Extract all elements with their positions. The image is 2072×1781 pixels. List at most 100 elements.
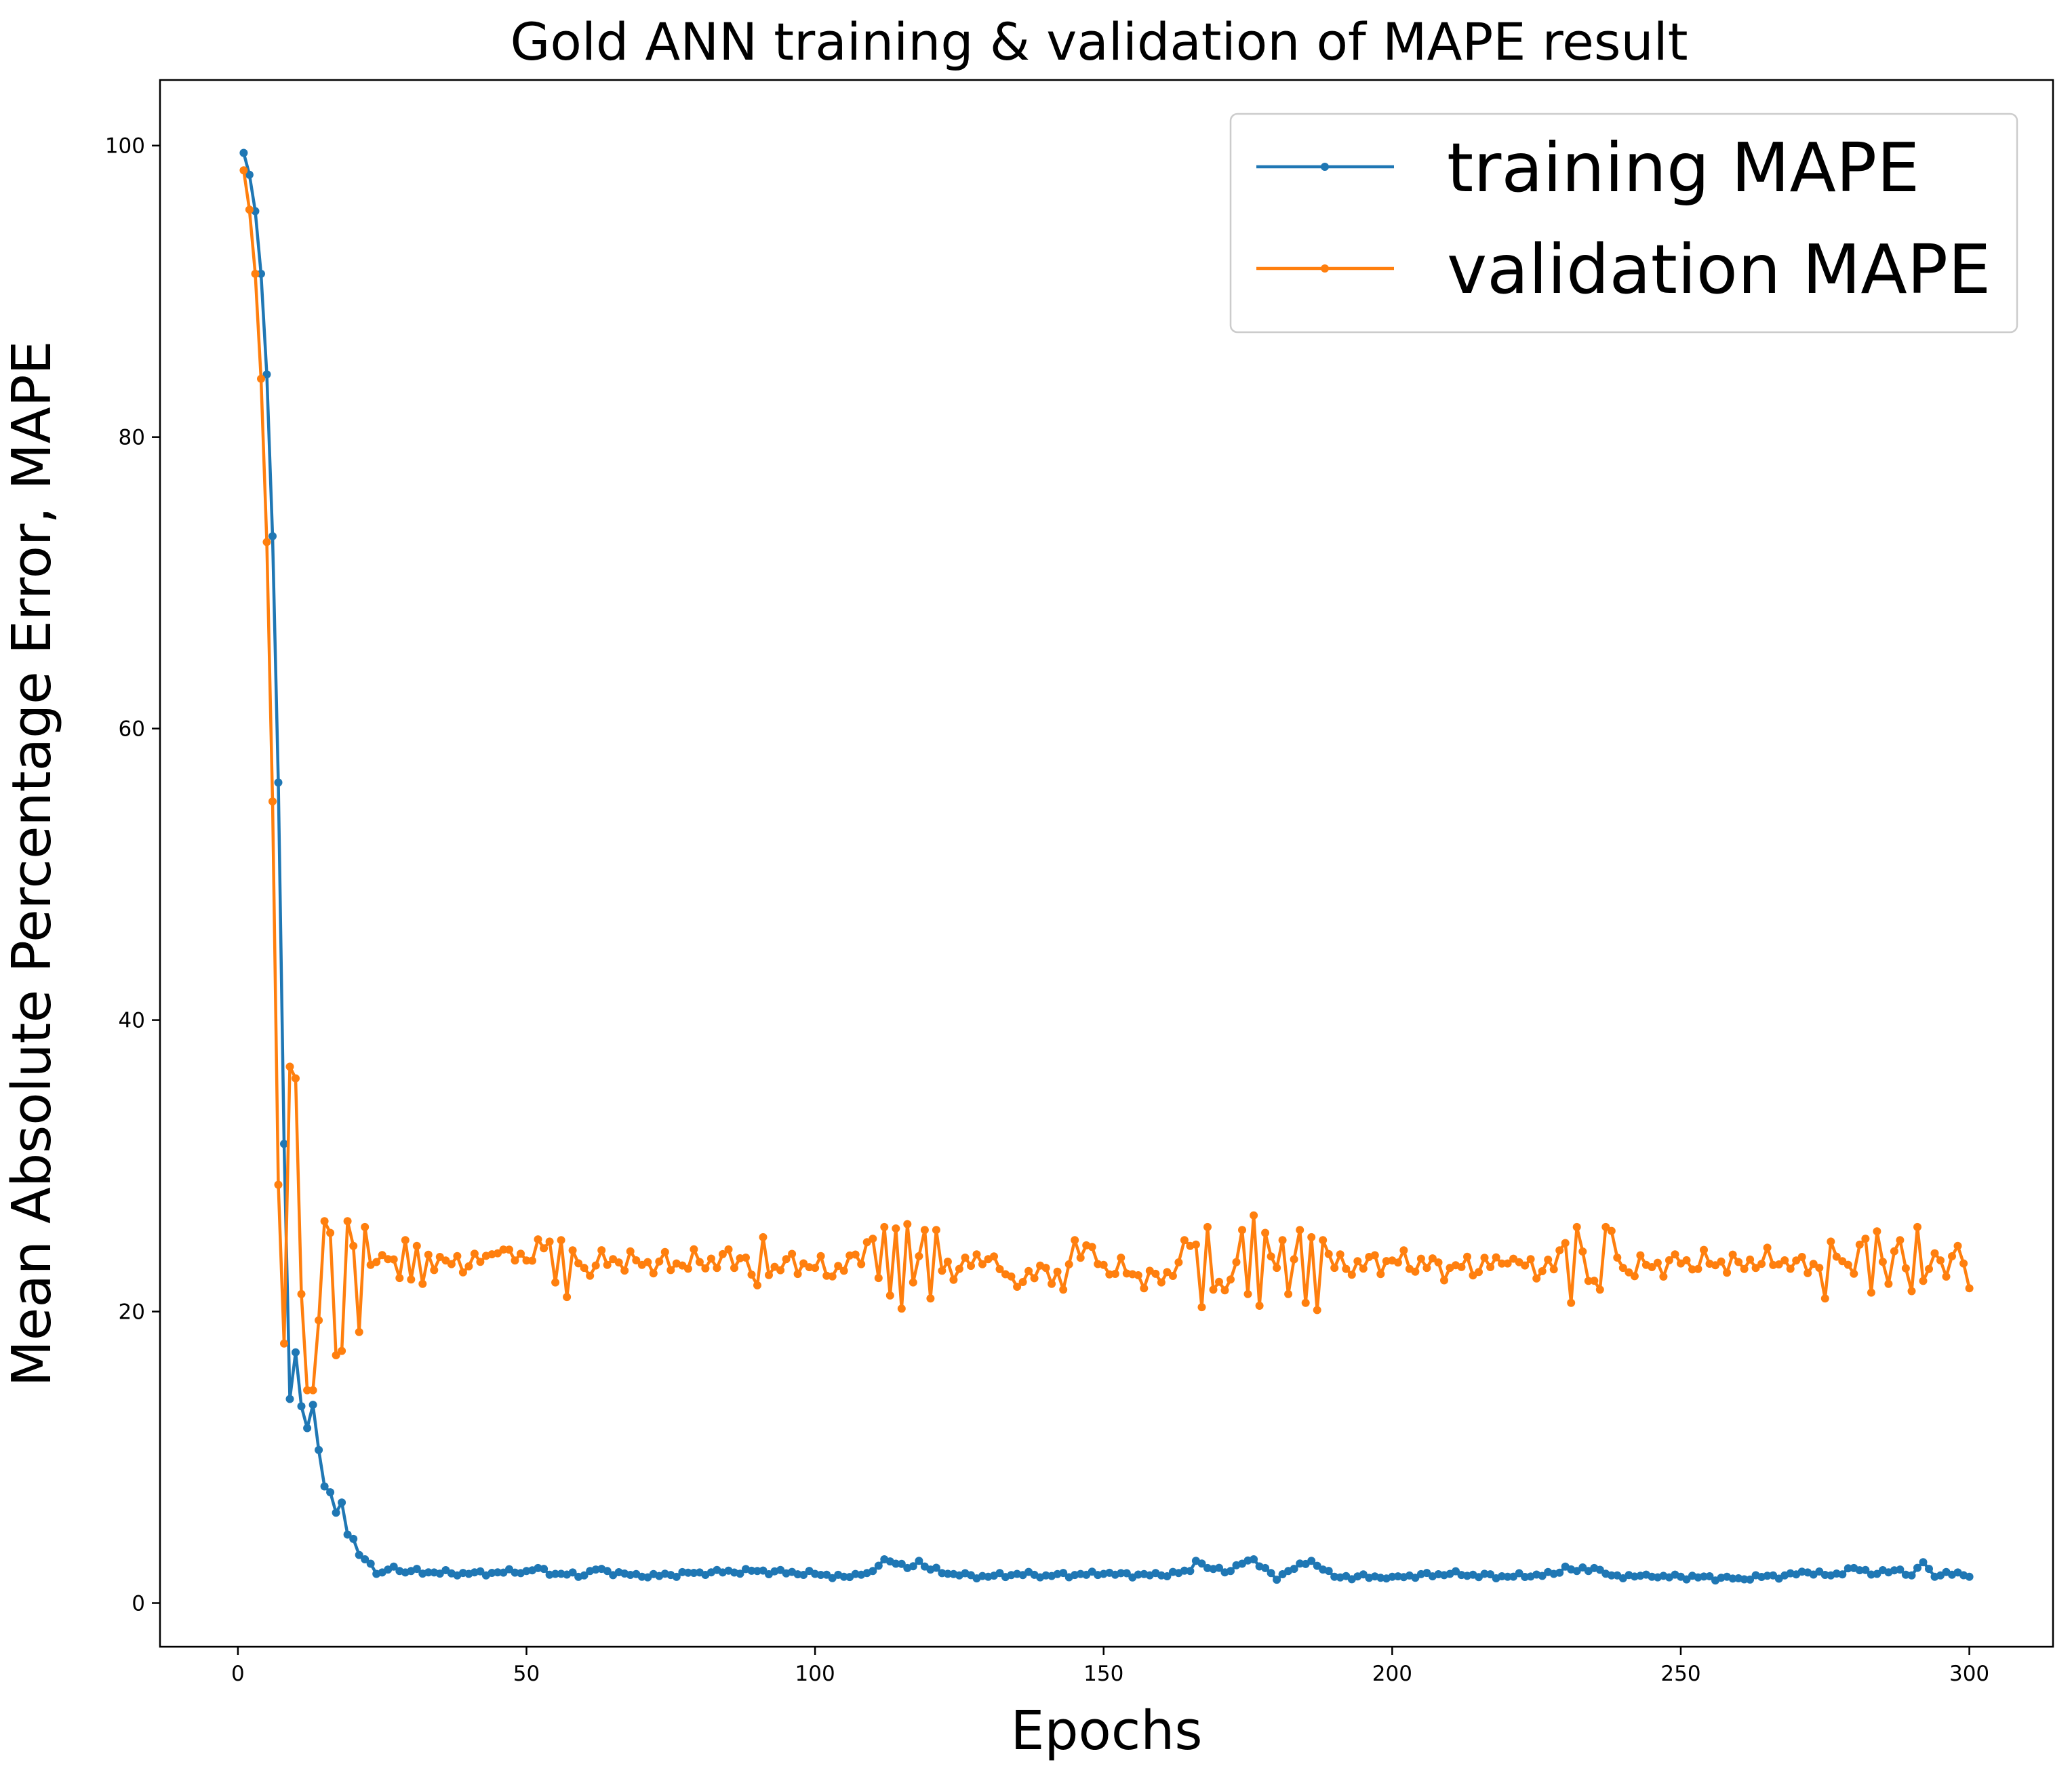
data-point: [245, 170, 254, 179]
data-point: [1913, 1222, 1921, 1231]
y-tick-label: 80: [119, 426, 145, 450]
data-point: [701, 1264, 710, 1273]
data-point: [683, 1264, 692, 1273]
data-point: [695, 1258, 704, 1266]
data-point: [568, 1246, 577, 1255]
data-point: [915, 1252, 923, 1260]
data-point: [909, 1562, 917, 1571]
data-point: [476, 1258, 485, 1266]
data-point: [1227, 1275, 1235, 1284]
data-point: [660, 1247, 669, 1256]
data-point: [1486, 1570, 1495, 1579]
data-point: [1965, 1284, 1974, 1293]
data-point: [1607, 1571, 1616, 1580]
data-point: [1370, 1251, 1379, 1260]
data-point: [614, 1258, 623, 1267]
data-point: [435, 1253, 444, 1261]
data-point: [1053, 1267, 1062, 1276]
data-point: [839, 1266, 848, 1275]
data-point: [972, 1250, 981, 1259]
data-point: [666, 1266, 675, 1275]
data-point: [1694, 1264, 1702, 1273]
data-point: [1319, 1236, 1328, 1245]
data-point: [1307, 1233, 1316, 1241]
data-point: [1163, 1572, 1172, 1580]
data-point: [476, 1567, 485, 1576]
data-point: [494, 1568, 502, 1577]
data-point: [1117, 1254, 1125, 1262]
legend-marker-validation: [1321, 264, 1329, 273]
y-tick-label: 100: [105, 134, 145, 159]
data-point: [1267, 1569, 1275, 1578]
data-point: [1740, 1575, 1749, 1584]
x-tick-label: 0: [231, 1662, 245, 1686]
data-point: [591, 1261, 600, 1270]
data-point: [990, 1252, 998, 1261]
data-point: [1492, 1253, 1500, 1262]
data-point: [1359, 1264, 1368, 1273]
x-tick-label: 50: [513, 1662, 540, 1686]
data-point: [718, 1249, 727, 1258]
data-point: [1180, 1566, 1189, 1575]
data-point: [1191, 1240, 1200, 1249]
data-point: [1584, 1277, 1593, 1285]
data-point: [1913, 1563, 1921, 1572]
data-point: [239, 148, 248, 157]
data-point: [903, 1220, 912, 1228]
data-point: [1273, 1264, 1281, 1273]
data-point: [540, 1565, 549, 1574]
data-point: [1261, 1563, 1270, 1572]
data-point: [343, 1530, 352, 1539]
data-point: [338, 1346, 346, 1355]
x-tick-label: 300: [1949, 1662, 1989, 1686]
data-point: [292, 1074, 300, 1083]
data-point: [730, 1264, 738, 1273]
data-point: [1746, 1255, 1755, 1264]
data-point: [1763, 1243, 1772, 1252]
data-point: [1648, 1263, 1656, 1271]
data-point: [649, 1269, 658, 1278]
data-point: [1878, 1258, 1887, 1266]
data-point: [1688, 1265, 1696, 1274]
data-point: [262, 538, 271, 546]
data-point: [759, 1233, 768, 1241]
data-point: [1186, 1567, 1195, 1576]
data-point: [1774, 1260, 1783, 1268]
data-point: [366, 1559, 375, 1568]
data-point: [1555, 1246, 1564, 1255]
data-point: [1625, 1268, 1633, 1277]
x-axis-ticks: 0 50 100 150 200 250 300: [231, 1647, 1989, 1686]
data-point: [1227, 1567, 1235, 1576]
data-point: [603, 1260, 612, 1269]
data-point: [574, 1259, 583, 1268]
data-point: [1827, 1237, 1835, 1246]
data-point: [799, 1571, 808, 1579]
data-point: [268, 797, 277, 806]
data-point: [1411, 1267, 1420, 1276]
data-point: [1659, 1273, 1668, 1281]
data-point: [1336, 1250, 1344, 1259]
data-point: [1440, 1276, 1448, 1285]
data-point: [389, 1255, 398, 1264]
data-point: [1163, 1268, 1172, 1277]
data-point: [880, 1222, 889, 1231]
data-point: [1203, 1222, 1212, 1231]
data-point: [932, 1226, 940, 1235]
data-point: [1215, 1277, 1223, 1286]
data-point: [1111, 1270, 1119, 1278]
y-tick-label: 60: [119, 717, 145, 742]
data-point: [1030, 1274, 1039, 1283]
data-point: [280, 1140, 288, 1148]
data-point: [1948, 1252, 1956, 1260]
data-point: [1873, 1227, 1881, 1236]
data-point: [1567, 1298, 1576, 1307]
data-point: [401, 1236, 410, 1245]
data-point: [1734, 1258, 1743, 1266]
data-point: [1896, 1565, 1905, 1574]
data-point: [332, 1508, 340, 1517]
data-point: [1324, 1567, 1333, 1576]
data-point: [862, 1238, 871, 1247]
data-point: [1209, 1285, 1218, 1294]
data-point: [1861, 1235, 1870, 1243]
data-point: [412, 1241, 421, 1250]
